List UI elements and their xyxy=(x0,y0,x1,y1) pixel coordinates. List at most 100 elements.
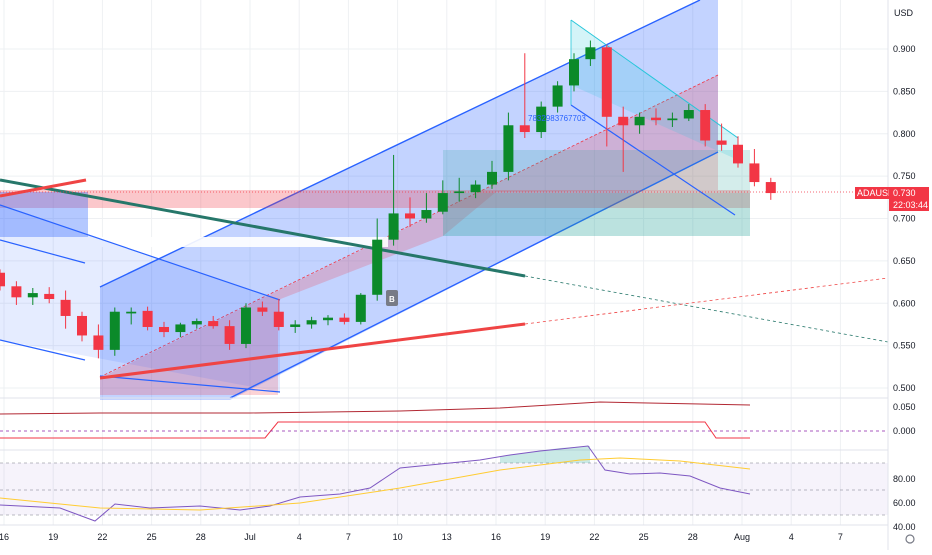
descending-channel-fill xyxy=(571,20,738,160)
annotation-text: 7832983767703 xyxy=(528,114,586,123)
candle-body xyxy=(536,106,547,133)
candle xyxy=(569,53,579,92)
price-axis-bg[interactable] xyxy=(888,0,932,525)
candle xyxy=(618,106,629,172)
candle xyxy=(126,307,137,325)
countdown-text: 22:03:44 xyxy=(893,200,928,210)
buy-signal-text: B xyxy=(389,295,395,304)
date-label-7: 7 xyxy=(346,532,351,542)
date-label-0: 16 xyxy=(0,532,9,542)
candle xyxy=(421,193,432,223)
candle xyxy=(60,290,71,329)
candle-body xyxy=(454,191,465,194)
candle-body xyxy=(142,310,153,327)
price-label-6: 0.600 xyxy=(893,298,916,308)
candle xyxy=(487,160,497,189)
candle-body xyxy=(44,293,55,300)
rsi-ma-line xyxy=(0,457,751,511)
red-trendline-bottom[interactable] xyxy=(99,322,526,380)
price-label-8: 0.500 xyxy=(893,383,916,393)
rising-channel-fill[interactable] xyxy=(100,0,718,400)
indicator-pane-1 xyxy=(0,401,888,439)
candle-body xyxy=(175,324,186,333)
price-axis-labels: 0.900 0.850 0.800 0.750 0.700 0.650 0.600 0.550… xyxy=(893,44,916,393)
date-label-13: 25 xyxy=(639,532,649,542)
candle-body xyxy=(421,210,432,219)
date-axis-labels[interactable]: 16 19 22 25 28 Jul 4 7 10 13 16 19 22 25 28 Aug 4 7 xyxy=(0,532,843,542)
candle xyxy=(27,287,38,305)
currency-label[interactable]: USD xyxy=(894,8,914,18)
date-label-5: Jul xyxy=(244,532,256,542)
candle xyxy=(405,197,415,227)
candle-body xyxy=(519,125,530,133)
horizontal-red-zone xyxy=(0,190,750,208)
candle xyxy=(191,318,202,329)
date-label-9: 13 xyxy=(442,532,452,542)
candle xyxy=(290,320,301,333)
candle-body xyxy=(552,85,563,107)
candle xyxy=(355,293,366,325)
candle xyxy=(159,321,169,338)
candle-body xyxy=(470,184,481,193)
candle xyxy=(44,287,55,304)
candle xyxy=(0,269,5,291)
date-label-10: 16 xyxy=(491,532,501,542)
candle xyxy=(388,154,399,246)
candle xyxy=(503,112,514,181)
candles-layer xyxy=(0,40,776,359)
candle-body xyxy=(503,125,514,172)
candle-body xyxy=(11,286,22,298)
candle-body xyxy=(388,213,399,240)
candle-body xyxy=(323,317,333,321)
date-label-6: 4 xyxy=(297,532,302,542)
candle xyxy=(11,281,22,305)
candle-body xyxy=(601,47,612,117)
drawings-layer[interactable] xyxy=(0,0,889,400)
candle-body xyxy=(208,321,219,327)
date-label-14: 28 xyxy=(688,532,698,542)
date-label-16: 4 xyxy=(789,532,794,542)
candle-body xyxy=(109,311,120,350)
candle xyxy=(667,112,678,127)
candle xyxy=(765,177,776,200)
date-label-1: 19 xyxy=(48,532,58,542)
candle xyxy=(175,322,186,338)
settings-icon[interactable] xyxy=(905,534,915,544)
candle xyxy=(241,303,251,349)
candle-body xyxy=(700,110,711,141)
candle-body xyxy=(241,307,251,344)
candle xyxy=(372,218,383,301)
left-channel-bottom2 xyxy=(99,375,281,393)
rsi-pane xyxy=(0,445,888,522)
candle xyxy=(585,40,596,66)
candle-body xyxy=(585,47,596,60)
candle xyxy=(470,180,481,199)
rising-channel-lower-line[interactable] xyxy=(229,151,719,399)
candle xyxy=(224,320,235,350)
candle-body xyxy=(191,321,202,325)
red-trendline-top[interactable] xyxy=(0,178,87,198)
green-trendline[interactable] xyxy=(0,178,526,278)
candle-body xyxy=(93,335,104,350)
candle-body xyxy=(355,294,366,322)
price-label-3: 0.750 xyxy=(893,171,916,181)
buy-signal-badge[interactable]: B xyxy=(386,290,398,306)
candle-body xyxy=(716,140,727,145)
candle-body xyxy=(27,293,38,298)
date-label-15: Aug xyxy=(734,532,750,542)
candle-body xyxy=(257,307,268,312)
candle-body xyxy=(618,116,629,126)
candle-body xyxy=(77,315,87,336)
rsi-overbought-fill xyxy=(500,446,590,463)
candle-body xyxy=(372,239,383,295)
candle-body xyxy=(569,59,579,86)
candle xyxy=(683,104,694,122)
indicator1-label-1: 0.000 xyxy=(893,426,916,436)
candle xyxy=(601,44,612,147)
candle xyxy=(700,104,711,147)
white-band xyxy=(88,237,388,247)
green-trendline-extension xyxy=(524,275,889,343)
candle-body xyxy=(306,320,317,325)
rsi-label-40: 40.00 xyxy=(893,522,916,532)
